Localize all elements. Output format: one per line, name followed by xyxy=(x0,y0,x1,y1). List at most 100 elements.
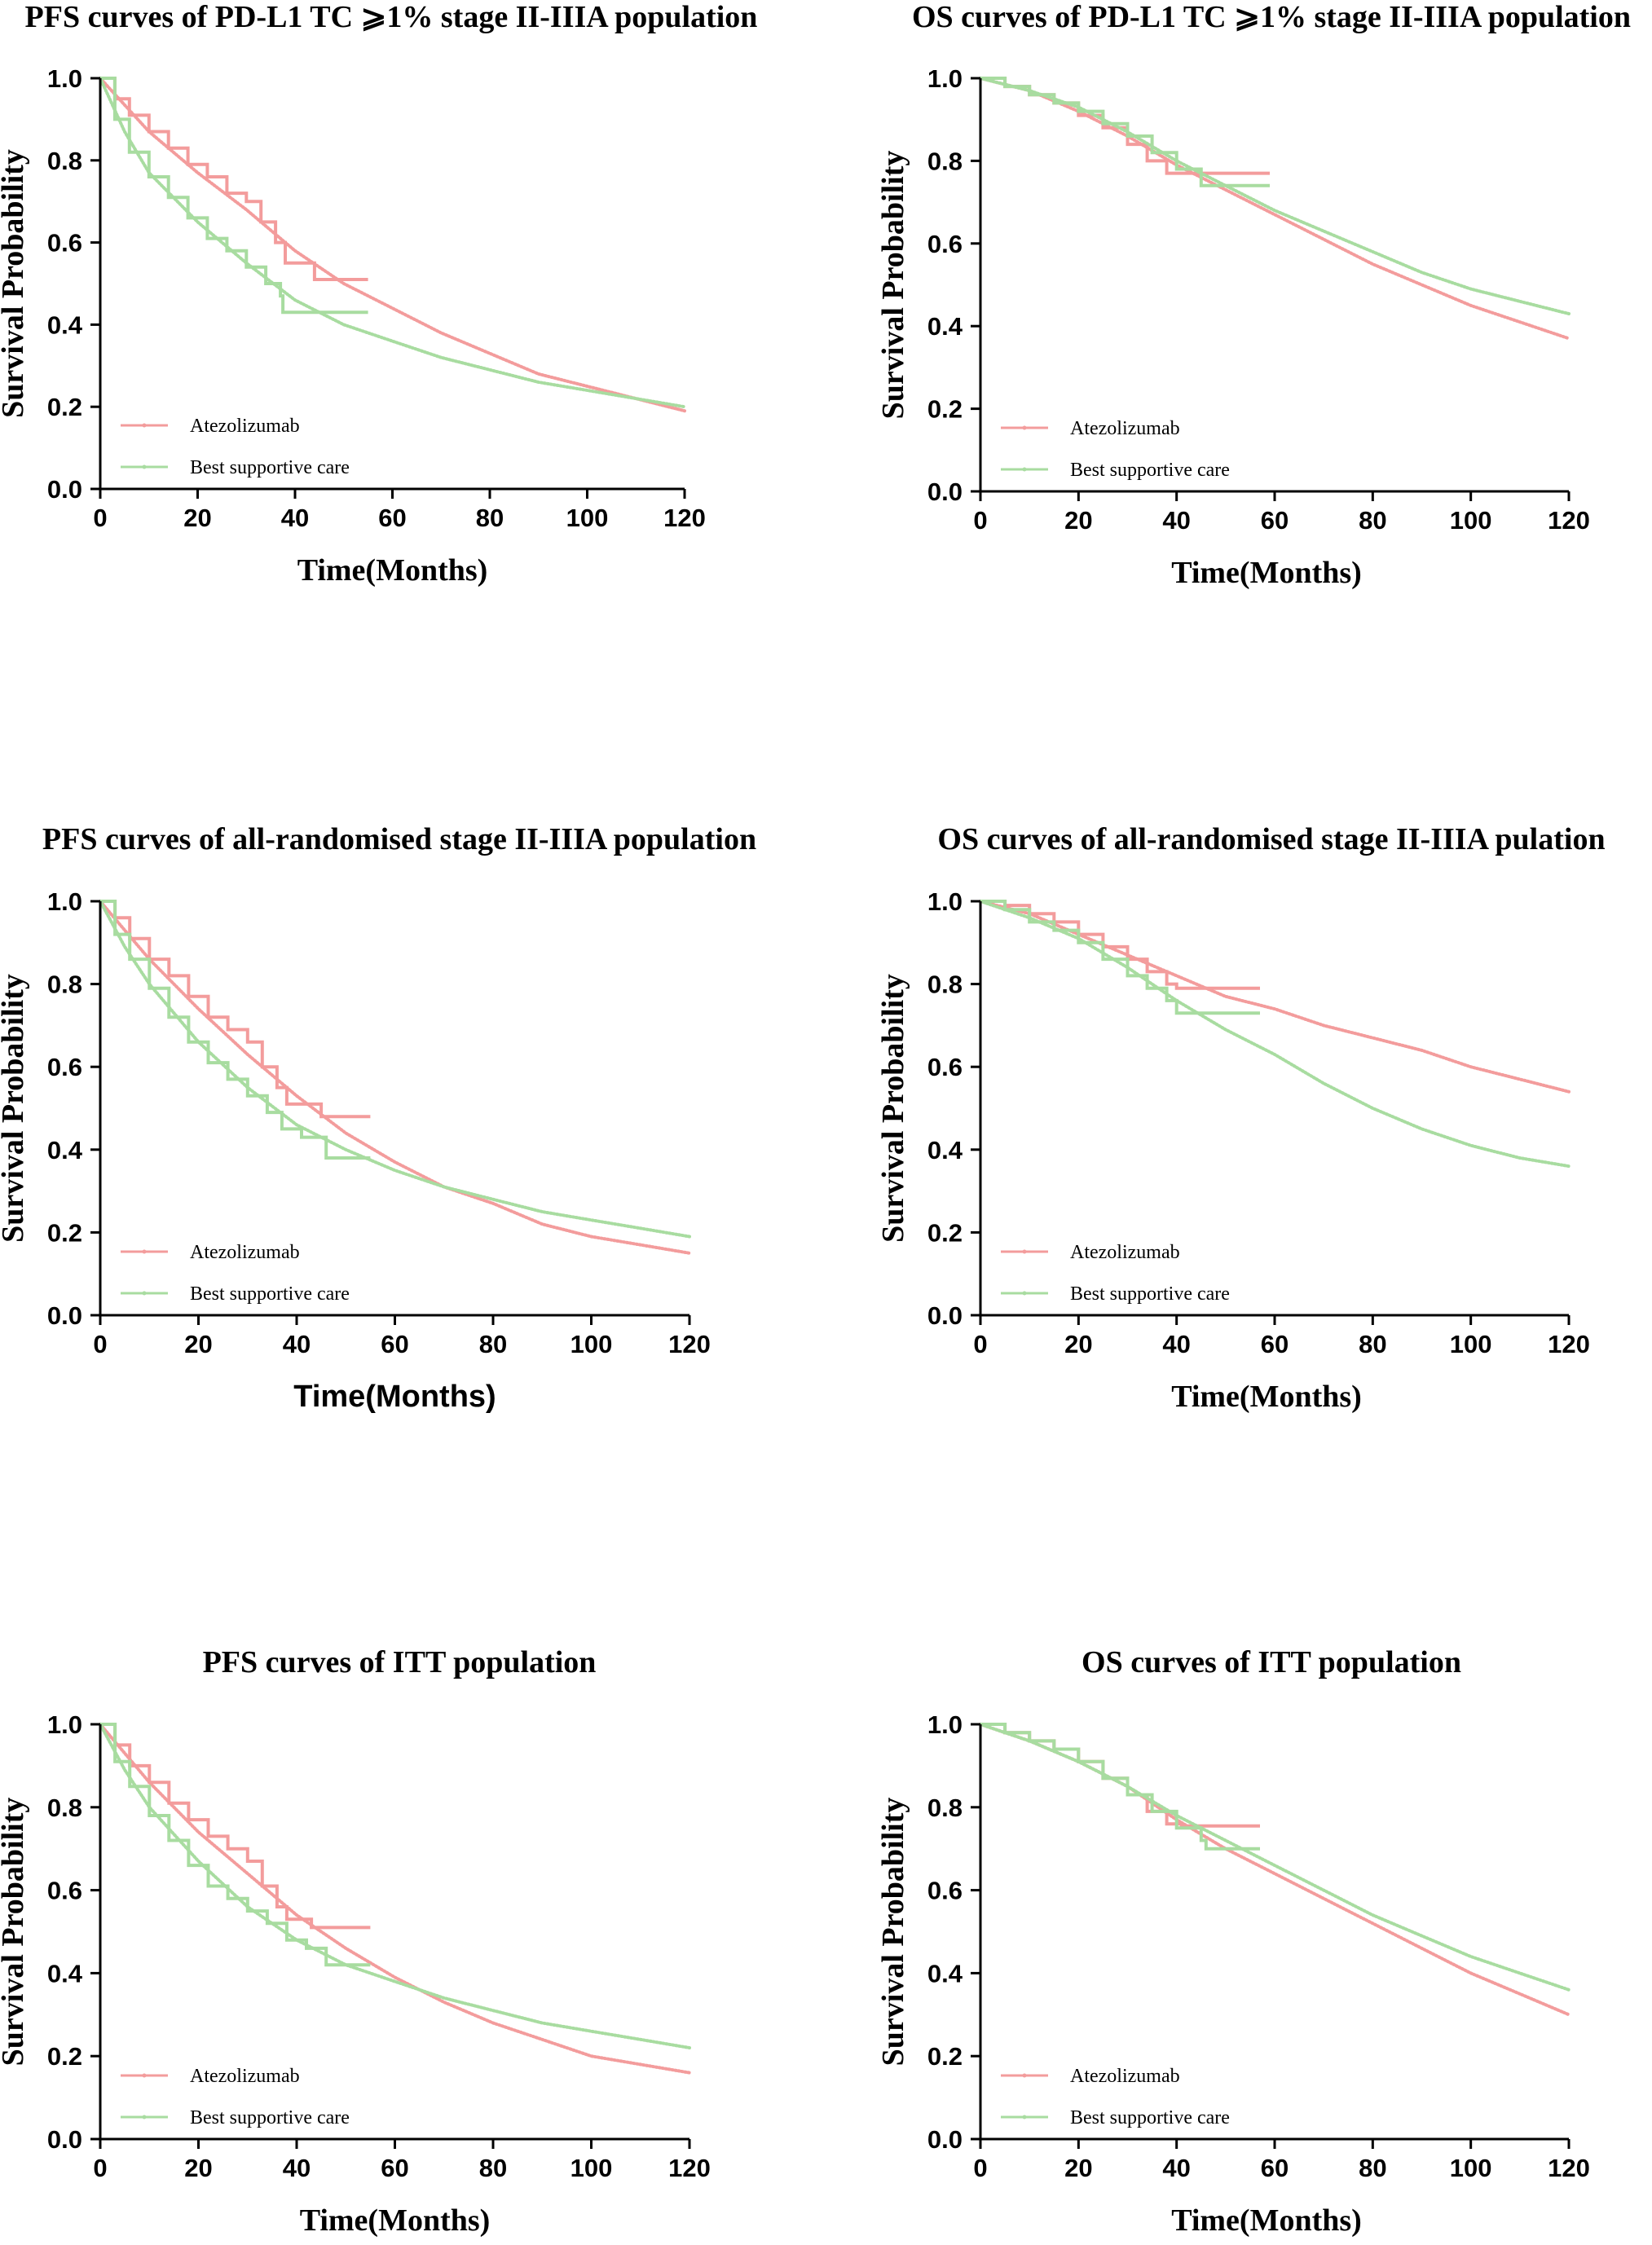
y-tick-label: 0.6 xyxy=(927,1877,963,1905)
x-tick-label: 0 xyxy=(93,1330,107,1358)
x-tick-label: 120 xyxy=(1548,1330,1590,1358)
y-axis-label: Survival Probability xyxy=(876,151,910,420)
y-tick-label: 1.0 xyxy=(47,887,82,916)
legend-marker xyxy=(1022,425,1027,430)
legend-marker xyxy=(1022,2073,1027,2078)
y-tick-label: 0.0 xyxy=(47,2125,82,2154)
y-tick-label: 1.0 xyxy=(47,64,82,93)
fitted-curve-atezolizumab xyxy=(99,900,691,1255)
x-tick-label: 60 xyxy=(381,2154,408,2182)
km-curve-bsc xyxy=(100,77,368,315)
x-tick-label: 80 xyxy=(476,504,504,532)
chart-title: OS curves of all-randomised stage II-III… xyxy=(937,822,1605,856)
y-tick-label: 0.8 xyxy=(927,971,963,999)
y-tick-label: 0.0 xyxy=(47,475,82,504)
legend-marker xyxy=(1022,467,1027,472)
x-tick-label: 100 xyxy=(566,504,609,532)
km-curve-atezolizumab xyxy=(980,900,1260,990)
fitted-curve-bsc xyxy=(99,77,686,409)
y-tick-label: 0.0 xyxy=(47,1301,82,1330)
x-tick-label: 40 xyxy=(283,2154,311,2182)
x-tick-label: 60 xyxy=(1261,2154,1289,2182)
y-axis-label: Survival Probability xyxy=(0,1798,30,2067)
y-tick-label: 0.4 xyxy=(927,1959,963,1987)
fitted-curve-bsc xyxy=(979,77,1571,315)
y-axis-label: Survival Probability xyxy=(0,974,30,1243)
x-tick-label: 60 xyxy=(1261,1330,1289,1358)
y-tick-label: 0.2 xyxy=(927,395,963,424)
x-tick-label: 80 xyxy=(479,2154,507,2182)
x-tick-label: 120 xyxy=(1548,506,1590,535)
chart-panel-1: PFS curves of PD-L1 TC ⩾1% stage II-IIIA… xyxy=(0,0,757,588)
y-tick-label: 0.4 xyxy=(47,310,83,339)
x-axis-label: Time(Months) xyxy=(300,2203,491,2238)
x-axis-label: Time(Months) xyxy=(1171,1380,1362,1414)
x-tick-label: 100 xyxy=(1450,2154,1492,2182)
y-tick-label: 0.2 xyxy=(47,1218,82,1247)
y-tick-label: 1.0 xyxy=(927,64,963,93)
fitted-curve-atezolizumab xyxy=(99,77,686,413)
x-tick-label: 20 xyxy=(184,2154,212,2182)
fitted-curve-atezolizumab xyxy=(979,1723,1571,2017)
km-curve-atezolizumab xyxy=(980,77,1270,175)
x-tick-label: 20 xyxy=(184,1330,212,1358)
y-tick-label: 0.8 xyxy=(47,1794,82,1822)
y-tick-label: 0.6 xyxy=(47,229,82,258)
x-tick-label: 0 xyxy=(93,504,107,532)
legend-marker xyxy=(142,1249,147,1254)
fitted-curve-bsc xyxy=(979,1723,1571,1992)
y-tick-label: 0.4 xyxy=(927,312,963,341)
chart-panel-4: OS curves of all-randomised stage II-III… xyxy=(876,822,1606,1414)
x-tick-label: 40 xyxy=(281,504,309,532)
km-curve-bsc xyxy=(100,1723,371,1967)
x-tick-label: 120 xyxy=(668,1330,711,1358)
x-tick-label: 60 xyxy=(381,1330,408,1358)
fitted-curve-atezolizumab xyxy=(979,77,1571,341)
x-tick-label: 120 xyxy=(668,2154,711,2182)
y-tick-label: 0.6 xyxy=(47,1053,82,1081)
x-axis-label: Time(Months) xyxy=(297,553,488,588)
x-tick-label: 120 xyxy=(1548,2154,1590,2182)
legend: Atezolizumab Best supportive care xyxy=(1001,418,1230,481)
x-tick-label: 60 xyxy=(1261,506,1289,535)
y-tick-label: 0.2 xyxy=(927,1218,963,1247)
fitted-curve-atezolizumab xyxy=(99,1723,691,2075)
chart-title: OS curves of ITT population xyxy=(1082,1645,1461,1679)
legend-label-bsc: Best supportive care xyxy=(190,1283,350,1305)
km-curve-atezolizumab xyxy=(100,900,371,1119)
fitted-curve-bsc xyxy=(979,900,1571,1169)
x-axis-label: Time(Months) xyxy=(1171,2203,1362,2238)
chart-title: PFS curves of ITT population xyxy=(203,1645,597,1679)
y-tick-label: 1.0 xyxy=(47,1710,82,1739)
legend-label-bsc: Best supportive care xyxy=(190,2107,350,2128)
legend-marker xyxy=(1022,1291,1027,1296)
chart-title: OS curves of PD-L1 TC ⩾1% stage II-IIIA … xyxy=(912,0,1631,34)
legend-marker xyxy=(1022,2115,1027,2120)
y-tick-label: 0.8 xyxy=(47,971,82,999)
x-axis-label: Time(Months) xyxy=(293,1380,496,1414)
x-tick-label: 100 xyxy=(570,1330,613,1358)
km-curve-bsc xyxy=(980,900,1260,1015)
y-tick-label: 1.0 xyxy=(927,1710,963,1739)
x-tick-label: 0 xyxy=(93,2154,107,2182)
chart-panel-2: OS curves of PD-L1 TC ⩾1% stage II-IIIA … xyxy=(876,0,1631,590)
legend-marker xyxy=(142,464,147,469)
x-tick-label: 120 xyxy=(663,504,706,532)
x-tick-label: 20 xyxy=(183,504,211,532)
legend-label-atezolizumab: Atezolizumab xyxy=(190,1242,300,1263)
x-tick-label: 80 xyxy=(1359,2154,1386,2182)
legend-label-bsc: Best supportive care xyxy=(1070,1283,1230,1305)
fitted-curve-bsc xyxy=(99,1723,691,2049)
legend-marker xyxy=(142,1291,147,1296)
y-tick-label: 0.2 xyxy=(47,393,82,421)
x-tick-label: 0 xyxy=(973,2154,987,2182)
legend: Atezolizumab Best supportive care xyxy=(1001,2066,1230,2128)
x-tick-label: 100 xyxy=(570,2154,613,2182)
legend-label-atezolizumab: Atezolizumab xyxy=(1070,1242,1180,1263)
x-tick-label: 0 xyxy=(973,506,987,535)
x-tick-label: 40 xyxy=(1162,2154,1190,2182)
x-tick-label: 80 xyxy=(479,1330,507,1358)
x-tick-label: 40 xyxy=(1162,1330,1190,1358)
x-tick-label: 0 xyxy=(973,1330,987,1358)
